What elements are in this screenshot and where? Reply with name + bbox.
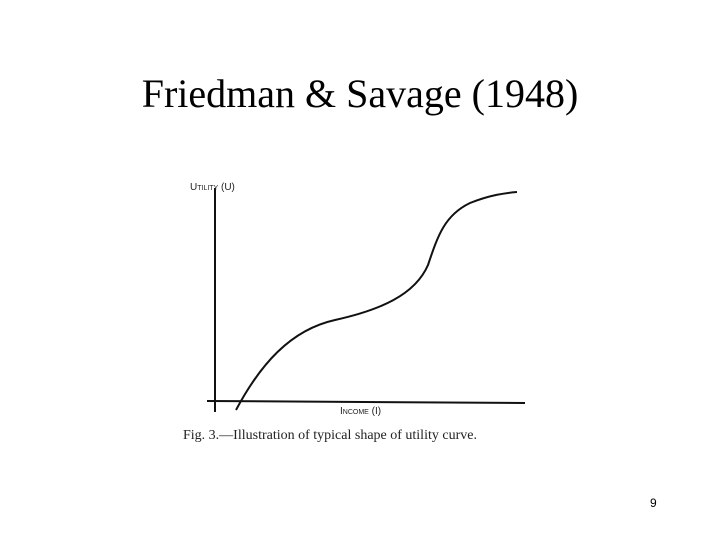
page-number: 9 <box>650 496 657 510</box>
utility-curve <box>235 191 518 411</box>
x-axis-label: Income (I) <box>340 406 382 417</box>
slide-title: Friedman & Savage (1948) <box>141 71 579 116</box>
figure-caption: Fig. 3.—Illustration of typical shape of… <box>183 428 477 443</box>
y-axis-label: Utility (U) <box>190 182 235 193</box>
x-axis <box>206 400 526 404</box>
